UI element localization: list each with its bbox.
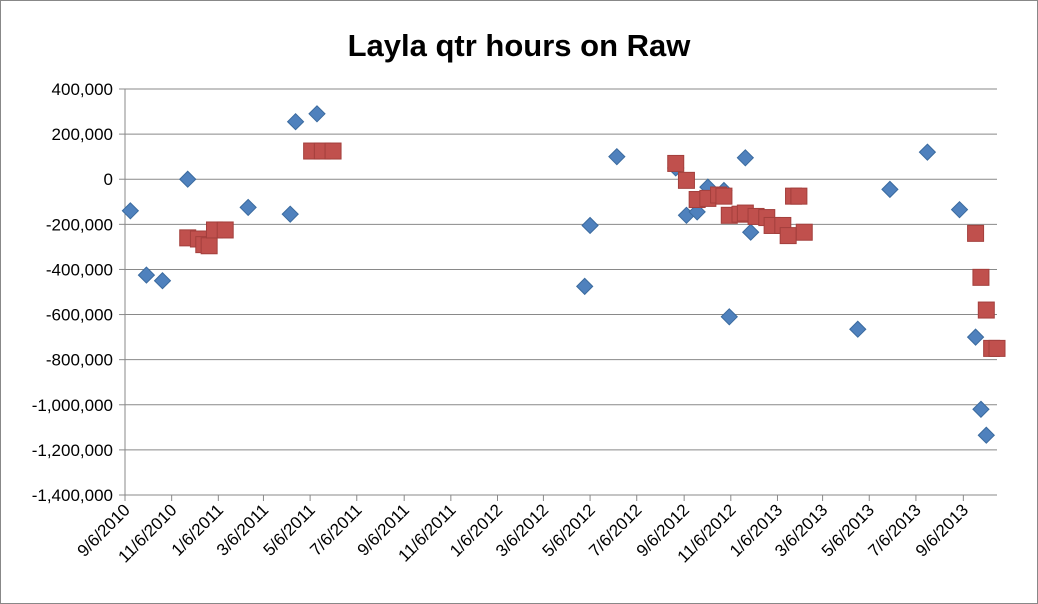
data-point-square bbox=[200, 237, 218, 255]
data-point-diamond bbox=[950, 200, 969, 219]
data-point-diamond bbox=[720, 308, 738, 326]
data-points bbox=[121, 105, 1006, 444]
data-point-diamond bbox=[608, 147, 626, 166]
data-point-diamond bbox=[977, 426, 995, 444]
gridlines bbox=[125, 88, 997, 451]
data-point-diamond bbox=[286, 112, 305, 131]
data-point-square bbox=[324, 142, 342, 160]
data-point-square bbox=[779, 227, 797, 245]
y-axis-tick-labels: 400,000 200,000 0 -200,000 -400,000 -600,000 -… bbox=[32, 80, 113, 505]
x-tick-label: 9/6/2013 bbox=[912, 500, 972, 560]
chart-title: Layla qtr hours on Raw bbox=[348, 28, 692, 63]
data-point-square bbox=[790, 187, 808, 205]
data-point-diamond bbox=[581, 216, 599, 235]
y-tick-label: 400,000 bbox=[52, 80, 113, 99]
y-tick-label: -800,000 bbox=[46, 351, 113, 370]
data-point-diamond bbox=[137, 266, 156, 284]
data-point-diamond bbox=[308, 105, 326, 123]
data-point-diamond bbox=[281, 205, 299, 223]
y-tick-label: 0 bbox=[104, 170, 113, 189]
data-point-diamond bbox=[121, 202, 140, 220]
data-point-square bbox=[677, 171, 695, 189]
y-tick-label: -600,000 bbox=[46, 306, 113, 325]
data-point-square bbox=[988, 339, 1006, 357]
y-tick-label: -1,400,000 bbox=[32, 486, 113, 505]
data-point-square bbox=[977, 301, 995, 319]
y-tick-label: -1,200,000 bbox=[32, 441, 113, 460]
x-tick-label: 7/6/2011 bbox=[306, 500, 365, 559]
data-point-diamond bbox=[736, 149, 755, 167]
data-point-diamond bbox=[741, 223, 760, 241]
data-point-diamond bbox=[239, 198, 257, 217]
data-point-square bbox=[795, 223, 813, 241]
data-point-square bbox=[715, 187, 733, 205]
data-point-diamond bbox=[966, 328, 985, 346]
y-tick-label: -200,000 bbox=[46, 215, 113, 234]
x-axis-tick-labels: 9/6/201011/6/20101/6/20113/6/20115/6/201… bbox=[74, 500, 973, 566]
data-point-square bbox=[216, 221, 234, 239]
y-tick-label: -1,000,000 bbox=[32, 396, 113, 415]
data-point-diamond bbox=[881, 180, 899, 199]
data-point-square bbox=[667, 154, 685, 172]
data-point-diamond bbox=[153, 272, 172, 290]
y-tick-label: -400,000 bbox=[46, 260, 113, 279]
y-tick-label: 200,000 bbox=[52, 125, 113, 144]
data-point-square bbox=[967, 224, 985, 242]
axes bbox=[119, 88, 997, 501]
data-point-diamond bbox=[576, 277, 594, 296]
data-point-diamond bbox=[918, 143, 937, 161]
data-point-square bbox=[972, 268, 990, 286]
data-point-diamond bbox=[972, 400, 990, 418]
data-point-diamond bbox=[179, 170, 197, 188]
data-point-diamond bbox=[849, 320, 867, 338]
